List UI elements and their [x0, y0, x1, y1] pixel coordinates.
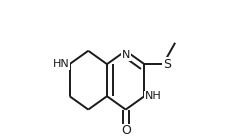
Text: O: O [120, 124, 130, 137]
Text: NH: NH [144, 91, 161, 101]
Text: S: S [162, 58, 170, 71]
Text: HN: HN [53, 59, 69, 69]
Text: N: N [121, 50, 129, 60]
